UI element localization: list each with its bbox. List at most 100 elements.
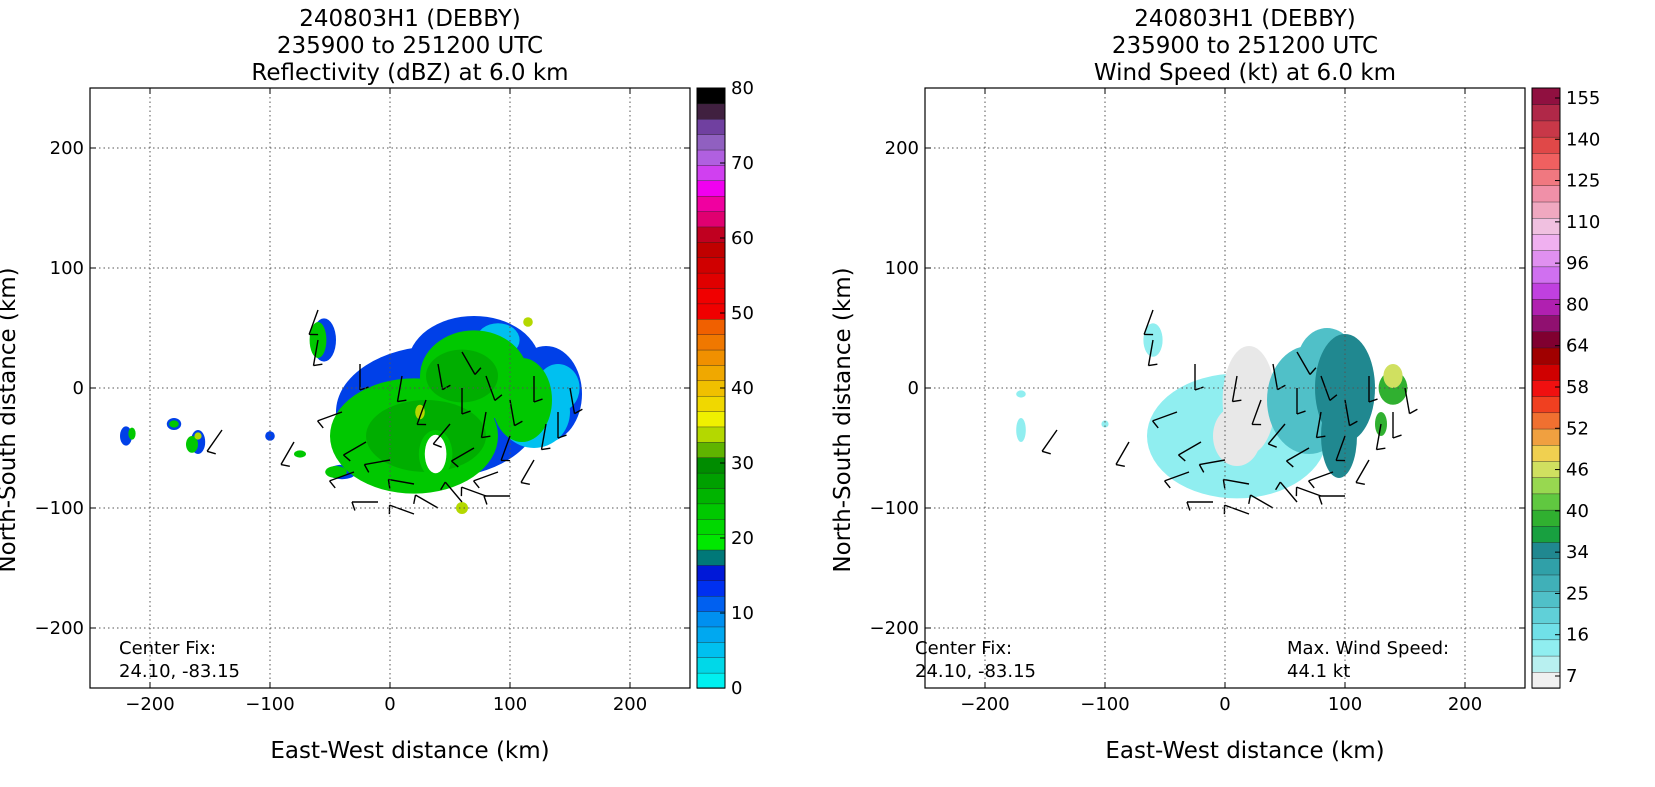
echo-yellow bbox=[194, 432, 202, 440]
y-tick-label: 100 bbox=[50, 258, 84, 279]
wind-barb bbox=[1231, 375, 1238, 402]
x-tick-label: −200 bbox=[960, 694, 1009, 715]
colorbar-swatch bbox=[696, 364, 726, 382]
wind-barb-flag bbox=[1309, 367, 1317, 375]
colorbar-swatch bbox=[1531, 622, 1561, 641]
y-tick-label: 100 bbox=[885, 258, 919, 279]
colorbar-swatch bbox=[1531, 201, 1561, 219]
y-tick-label: −200 bbox=[870, 618, 919, 639]
chart-subtitle-time: 235900 to 251200 UTC bbox=[1111, 33, 1379, 59]
wind-barb-flag bbox=[1148, 363, 1158, 367]
x-tick-label: 0 bbox=[1219, 694, 1230, 715]
echo-yellow bbox=[456, 502, 468, 514]
wind-barb-flag bbox=[317, 420, 324, 429]
colorbar-swatch bbox=[696, 272, 726, 289]
wind-barb bbox=[540, 423, 547, 450]
colorbar-tick-label: 96 bbox=[1566, 253, 1589, 274]
wind-barb-flag bbox=[1392, 434, 1402, 439]
colorbar-tick-label: 46 bbox=[1566, 460, 1589, 481]
colorbar-swatch bbox=[1531, 476, 1561, 495]
x-tick-label: 100 bbox=[493, 694, 527, 715]
echo-green bbox=[492, 358, 552, 442]
wind-barb-flag bbox=[1152, 420, 1159, 429]
wind-barb bbox=[473, 471, 499, 482]
x-tick-label: 200 bbox=[613, 694, 647, 715]
chart-subtitle-field: Wind Speed (kt) at 6.0 km bbox=[1093, 60, 1397, 86]
wind-barb bbox=[329, 471, 355, 482]
wind-barb-flag bbox=[1248, 494, 1252, 504]
wind-barb bbox=[389, 504, 415, 515]
wind-barb bbox=[1223, 478, 1250, 485]
wind-barb bbox=[1355, 459, 1370, 483]
colorbar-swatch bbox=[696, 641, 726, 658]
wind-barb bbox=[1041, 429, 1058, 452]
chart-subtitle-field: Reflectivity (dBZ) at 6.0 km bbox=[251, 60, 569, 86]
wind-barb-flag bbox=[461, 410, 471, 415]
plot-frame bbox=[924, 87, 1526, 689]
echo-green bbox=[325, 466, 347, 478]
wind-barbs bbox=[1041, 309, 1418, 515]
wind-barb-flag bbox=[494, 394, 503, 401]
wind-barb bbox=[1308, 471, 1334, 482]
wind-barb bbox=[1267, 423, 1286, 445]
colorbar-swatch bbox=[1531, 412, 1561, 430]
colorbar-swatch bbox=[696, 549, 726, 566]
wind-barb-flag bbox=[329, 480, 336, 489]
wind-barb bbox=[388, 478, 415, 485]
wind-barb-flag bbox=[1178, 454, 1186, 462]
wind-barb bbox=[317, 411, 343, 422]
colorbar-swatch bbox=[1531, 493, 1561, 511]
wind-barb bbox=[1296, 351, 1311, 375]
wind-barb bbox=[1152, 411, 1178, 422]
colorbar-swatch bbox=[1531, 606, 1561, 624]
wind-barb bbox=[312, 339, 319, 366]
colorbar-tick-label: 52 bbox=[1566, 418, 1589, 439]
x-axis-label: East-West distance (km) bbox=[1105, 738, 1385, 764]
wind-barb-flag bbox=[1222, 479, 1226, 489]
colorbar-swatch bbox=[1531, 282, 1561, 300]
wind-barb bbox=[396, 375, 403, 402]
colorbar-swatch bbox=[696, 287, 726, 305]
wind-barb-flag bbox=[1355, 481, 1365, 485]
colorbar-swatch bbox=[696, 426, 726, 443]
wind-barb-flag bbox=[1164, 480, 1171, 489]
colorbar-tick-label: 40 bbox=[731, 378, 754, 399]
wind-barb-flag bbox=[413, 494, 417, 504]
wind-barb-flag bbox=[313, 363, 323, 367]
y-tick-label: 0 bbox=[73, 378, 84, 399]
center-fix-label: Center Fix: bbox=[915, 638, 1012, 659]
wind-barb-flag bbox=[351, 501, 356, 511]
wind-barb-flag bbox=[1368, 398, 1378, 403]
x-axis-label: East-West distance (km) bbox=[270, 738, 550, 764]
colorbar-swatch bbox=[696, 472, 726, 489]
wind-barb bbox=[1147, 339, 1154, 366]
colorbar-tick-label: 80 bbox=[731, 78, 754, 99]
colorbar-tick-label: 34 bbox=[1566, 542, 1589, 563]
colorbar-swatch bbox=[696, 257, 726, 274]
colorbar-tick-label: 70 bbox=[731, 153, 754, 174]
wind-barb bbox=[1296, 486, 1322, 497]
colorbar-tick-label: 60 bbox=[731, 228, 754, 249]
y-tick-label: 0 bbox=[908, 378, 919, 399]
wind-barb bbox=[520, 459, 535, 483]
y-tick-label: −100 bbox=[870, 498, 919, 519]
wind-barb-flag bbox=[387, 479, 391, 489]
colorbar-tick-label: 155 bbox=[1566, 88, 1600, 109]
max-wind-label: Max. Wind Speed: bbox=[1287, 638, 1449, 659]
colorbar-swatch bbox=[696, 133, 726, 151]
wind-barb bbox=[308, 309, 319, 335]
wind-barb bbox=[432, 423, 451, 445]
wind-barb-flag bbox=[557, 434, 567, 439]
y-tick-label: 200 bbox=[885, 138, 919, 159]
wind-barb-flag bbox=[1296, 410, 1306, 415]
colorbar-swatch bbox=[696, 241, 726, 258]
axes: −200 −200 −100 −100 0 0 100 100 200 200 bbox=[870, 87, 1526, 715]
colorbar-swatch bbox=[696, 503, 726, 520]
wind-barb-flag bbox=[1232, 399, 1242, 403]
colorbar-swatch bbox=[696, 441, 726, 458]
reflectivity-plot: −200 −200 −100 −100 0 0 100 100 200 200 0 10 20 30 40 5… bbox=[35, 78, 754, 715]
x-tick-label: −200 bbox=[125, 694, 174, 715]
wind-barb bbox=[1250, 494, 1274, 509]
colorbar-swatch bbox=[1531, 558, 1561, 576]
wind-barb-flag bbox=[206, 450, 216, 455]
